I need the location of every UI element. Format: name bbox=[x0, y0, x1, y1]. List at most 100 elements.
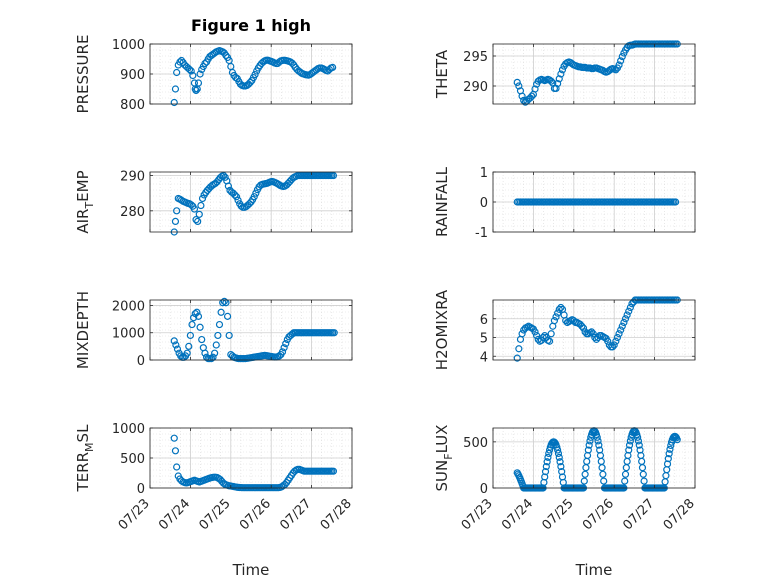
data-point bbox=[171, 447, 180, 455]
data-point bbox=[604, 337, 612, 345]
data-point bbox=[528, 92, 536, 100]
data-point bbox=[621, 315, 630, 323]
data-point bbox=[578, 322, 586, 330]
data-point bbox=[585, 441, 593, 449]
data-point bbox=[212, 341, 220, 349]
data-point bbox=[541, 468, 550, 476]
data-point bbox=[623, 311, 631, 319]
data-point bbox=[634, 433, 642, 441]
data-point bbox=[250, 193, 258, 201]
data-point bbox=[201, 349, 209, 357]
data-point bbox=[557, 462, 565, 471]
data-point bbox=[518, 92, 526, 100]
data-point bbox=[185, 65, 194, 74]
y-tick-label: 295 bbox=[463, 50, 488, 65]
y-tick-label: 900 bbox=[120, 68, 145, 83]
data-point bbox=[634, 437, 643, 445]
data-point bbox=[543, 458, 551, 466]
y-axis-label: RAINFALL bbox=[433, 166, 451, 237]
data-markers bbox=[513, 198, 680, 206]
data-point bbox=[177, 352, 185, 360]
rainfall-panel: -1 0 1 RAINFALL bbox=[433, 166, 696, 241]
data-point bbox=[617, 326, 625, 334]
data-point bbox=[207, 355, 216, 363]
data-point bbox=[217, 308, 225, 316]
data-point bbox=[595, 441, 603, 449]
data-point bbox=[586, 437, 594, 445]
data-point bbox=[589, 330, 597, 338]
data-point bbox=[278, 348, 287, 356]
y-tick-label: 2000 bbox=[112, 299, 145, 314]
data-point bbox=[237, 202, 245, 210]
data-point bbox=[282, 340, 290, 348]
data-point bbox=[618, 52, 626, 61]
axes-box bbox=[149, 299, 353, 361]
data-point bbox=[618, 322, 626, 330]
data-point bbox=[665, 450, 673, 458]
data-point bbox=[198, 194, 207, 203]
theta-panel: 290 295 THETA bbox=[433, 40, 696, 106]
data-point bbox=[625, 441, 634, 449]
data-point bbox=[554, 309, 562, 317]
data-point bbox=[555, 305, 563, 313]
data-point bbox=[550, 317, 559, 325]
x-tick-label: 07/24 bbox=[156, 496, 193, 533]
data-point bbox=[329, 63, 337, 72]
data-point bbox=[194, 312, 203, 320]
axes-box bbox=[492, 299, 696, 361]
data-point bbox=[608, 343, 617, 351]
data-point bbox=[186, 331, 194, 340]
data-markers bbox=[170, 46, 337, 107]
data-point bbox=[640, 477, 648, 485]
data-point bbox=[170, 337, 178, 345]
data-point bbox=[172, 341, 180, 349]
data-point bbox=[251, 70, 259, 79]
data-point bbox=[555, 453, 563, 461]
data-point bbox=[594, 437, 602, 445]
y-tick-label: 1000 bbox=[112, 422, 145, 437]
data-point bbox=[170, 434, 178, 442]
data-point bbox=[615, 330, 623, 338]
axes-box bbox=[149, 171, 353, 233]
data-point bbox=[330, 329, 338, 337]
data-point bbox=[615, 61, 623, 69]
terr-msl-panel: 0 500 1000 07/23 07/24 07/25 07/26 07/27 07/28 TE… bbox=[74, 422, 355, 533]
data-markers bbox=[513, 427, 681, 492]
data-point bbox=[246, 78, 254, 87]
data-point bbox=[173, 68, 181, 77]
data-point bbox=[173, 207, 181, 215]
data-point bbox=[610, 341, 618, 349]
data-point bbox=[252, 189, 260, 197]
y-tick-label: 800 bbox=[120, 98, 145, 113]
data-point bbox=[617, 57, 625, 65]
y-axis-label: TERRMSL bbox=[74, 424, 96, 493]
data-point bbox=[579, 324, 588, 332]
data-point bbox=[625, 446, 633, 454]
data-point bbox=[612, 337, 620, 345]
y-tick-label: 0 bbox=[480, 196, 488, 211]
data-point bbox=[211, 349, 219, 357]
h2omixra-panel: 4 5 6 H2OMIXRA bbox=[433, 289, 696, 370]
data-markers bbox=[513, 296, 681, 362]
data-point bbox=[587, 328, 596, 336]
y-tick-label: 290 bbox=[120, 170, 145, 185]
y-axis-label: AIRTEMP bbox=[74, 170, 96, 233]
figure-title: Figure 1 high bbox=[191, 16, 311, 35]
y-tick-label: 500 bbox=[463, 436, 488, 451]
data-point bbox=[225, 331, 233, 340]
data-point bbox=[223, 312, 232, 320]
axes-box bbox=[492, 43, 696, 105]
data-point bbox=[513, 354, 521, 362]
data-point bbox=[541, 332, 549, 340]
data-point bbox=[547, 330, 555, 338]
data-point bbox=[193, 308, 201, 316]
data-point bbox=[192, 216, 200, 224]
data-point bbox=[329, 467, 338, 475]
x-tick-label: 07/23 bbox=[459, 496, 496, 533]
data-point bbox=[547, 77, 555, 85]
data-point bbox=[593, 433, 601, 441]
data-point bbox=[639, 470, 647, 478]
y-tick-label: -1 bbox=[475, 226, 488, 241]
data-point bbox=[219, 171, 228, 180]
x-axis-label-right: Time bbox=[575, 561, 613, 579]
